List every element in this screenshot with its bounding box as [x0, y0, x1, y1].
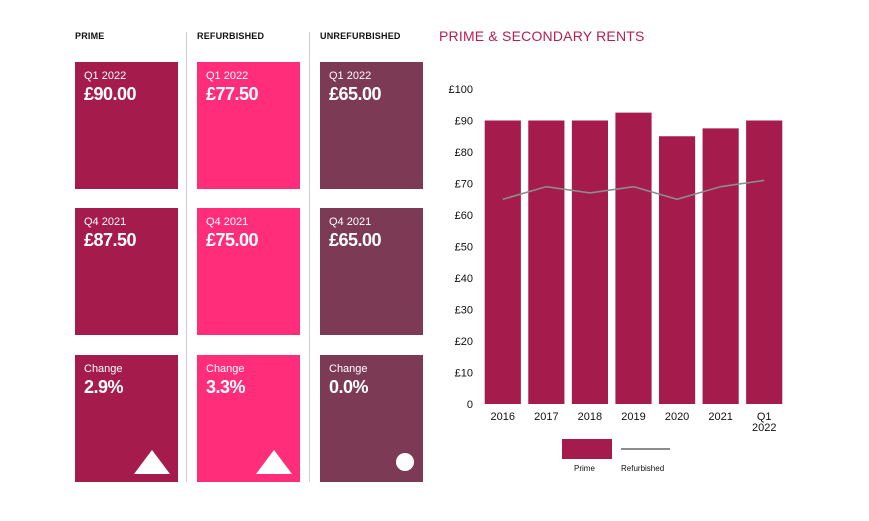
- bar-prime: [702, 128, 739, 404]
- up-triangle-icon: [134, 450, 170, 474]
- bar-prime: [528, 120, 565, 404]
- bar-prime: [571, 120, 609, 404]
- y-tick-label: £70: [455, 179, 473, 191]
- column-header-prime: PRIME: [75, 31, 105, 41]
- kpi-card-value: £90.00: [84, 84, 137, 104]
- y-tick-label: £90: [455, 116, 473, 128]
- bar-prime: [658, 136, 696, 404]
- legend-label-prime: Prime: [574, 464, 595, 473]
- y-tick-label: £60: [455, 210, 473, 222]
- kpi-card-label: Q1 2022: [84, 70, 127, 82]
- kpi-card-label: Q4 2021: [329, 216, 372, 228]
- kpi-card-value: £87.50: [84, 230, 137, 250]
- x-tick-label: 2018: [578, 411, 602, 423]
- kpi-card-prime-change: Change 2.9%: [75, 355, 178, 482]
- y-tick-label: £10: [455, 368, 473, 380]
- column-header-unrefurbished: UNREFURBISHED: [320, 31, 401, 41]
- kpi-card-value: £77.50: [206, 84, 259, 104]
- y-tick-label: £40: [455, 273, 473, 285]
- x-tick-label: 2021: [708, 411, 732, 423]
- column-header-refurbished: REFURBISHED: [197, 31, 265, 41]
- column-divider: [309, 32, 310, 482]
- kpi-card-label: Q1 2022: [206, 70, 249, 82]
- kpi-card-label: Change: [329, 363, 368, 375]
- line-refurbished: [502, 179, 765, 201]
- kpi-card-unrefurbished-change: Change 0.0%: [320, 355, 423, 482]
- kpi-card-value: £65.00: [329, 230, 382, 250]
- y-tick-label: £20: [455, 336, 473, 348]
- kpi-card-value: £65.00: [329, 84, 382, 104]
- kpi-card-refurbished-q1-2022: Q1 2022 £77.50: [197, 62, 300, 189]
- kpi-card-unrefurbished-q1-2022: Q1 2022 £65.00: [320, 62, 423, 189]
- bar-prime: [484, 120, 521, 404]
- up-triangle-icon: [256, 450, 292, 474]
- y-tick-label: £30: [455, 305, 473, 317]
- kpi-card-prime-q1-2022: Q1 2022 £90.00: [75, 62, 178, 189]
- x-tick-label: Q1 2022: [752, 411, 776, 434]
- x-tick-label: 2016: [491, 411, 515, 423]
- kpi-card-label: Change: [84, 363, 123, 375]
- legend-label-refurbished: Refurbished: [621, 464, 664, 473]
- kpi-card-value: 3.3%: [206, 377, 246, 397]
- x-tick-label: 2017: [534, 411, 558, 423]
- legend-swatch-prime: [562, 439, 612, 459]
- chart-title: PRIME & SECONDARY RENTS: [439, 28, 645, 44]
- circle-icon: [396, 453, 414, 471]
- x-tick-label: 2019: [621, 411, 645, 423]
- kpi-card-value: 2.9%: [84, 377, 124, 397]
- kpi-card-value: 0.0%: [329, 377, 369, 397]
- y-tick-label: £80: [455, 147, 473, 159]
- y-tick-label: £100: [449, 84, 473, 96]
- kpi-card-refurbished-change: Change 3.3%: [197, 355, 300, 482]
- column-divider: [186, 32, 187, 482]
- x-tick-label: 2020: [665, 411, 689, 423]
- kpi-card-refurbished-q4-2021: Q4 2021 £75.00: [197, 208, 300, 335]
- kpi-card-unrefurbished-q4-2021: Q4 2021 £65.00: [320, 208, 423, 335]
- kpi-card-label: Q1 2022: [329, 70, 372, 82]
- bar-prime: [615, 112, 652, 404]
- kpi-card-value: £75.00: [206, 230, 259, 250]
- kpi-card-label: Change: [206, 363, 245, 375]
- kpi-card-label: Q4 2021: [84, 216, 127, 228]
- kpi-card-prime-q4-2021: Q4 2021 £87.50: [75, 208, 178, 335]
- y-tick-label: £50: [455, 242, 473, 254]
- bar-prime: [746, 120, 783, 404]
- kpi-card-label: Q4 2021: [206, 216, 249, 228]
- y-tick-label: 0: [467, 399, 473, 411]
